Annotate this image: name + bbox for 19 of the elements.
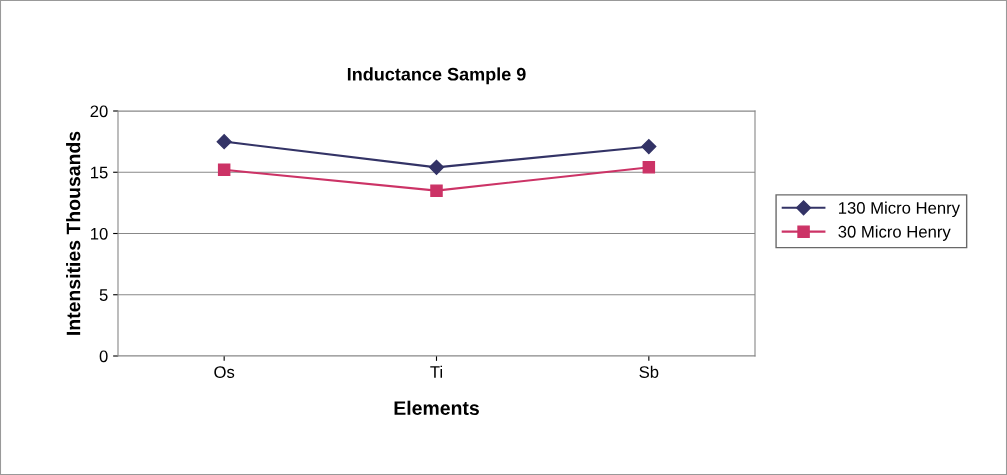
point: [430, 184, 443, 197]
point: [642, 161, 656, 174]
point: [641, 138, 657, 155]
legend-label: 30 Micro Henry: [838, 225, 951, 241]
x-tick-label: Ti: [430, 365, 443, 378]
x-tick-label: Os: [214, 366, 235, 378]
y-tick-label: 20: [90, 105, 108, 118]
y-axis-title: Intensities Thousands: [66, 131, 81, 335]
chart-title: Inductance Sample 9: [347, 67, 526, 85]
y-tick-label: 15: [91, 166, 108, 179]
legend-label: 130 Micro Henry: [839, 201, 960, 218]
y-tick-label: 5: [99, 289, 108, 301]
point: [216, 134, 232, 150]
y-tick-label: 0: [99, 350, 108, 363]
x-tick-label: Sb: [639, 365, 659, 378]
x-axis-title: Elements: [394, 400, 479, 415]
y-tick-label: 10: [91, 227, 108, 240]
point: [428, 159, 445, 175]
point: [217, 163, 231, 177]
